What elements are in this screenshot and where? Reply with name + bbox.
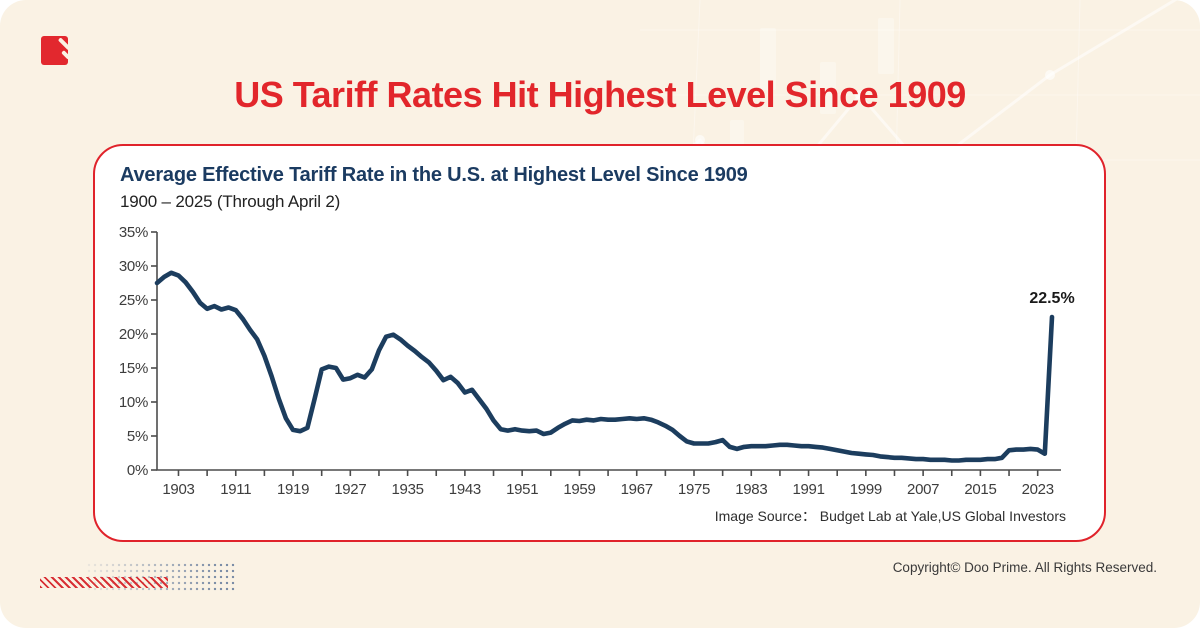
page-title: US Tariff Rates Hit Highest Level Since …	[234, 74, 966, 115]
image-source: Image Source： Budget Lab at Yale,US Glob…	[715, 506, 1066, 526]
svg-text:1943: 1943	[449, 481, 481, 498]
svg-text:1911: 1911	[220, 481, 251, 498]
chart-title: Average Effective Tariff Rate in the U.S…	[120, 164, 748, 186]
svg-text:2007: 2007	[907, 481, 939, 498]
svg-text:35%: 35%	[119, 224, 148, 241]
svg-text:2015: 2015	[964, 481, 996, 498]
svg-text:1999: 1999	[850, 481, 882, 498]
svg-text:1991: 1991	[792, 481, 824, 498]
svg-text:5%: 5%	[127, 428, 148, 445]
svg-text:1975: 1975	[678, 481, 710, 498]
svg-text:1935: 1935	[392, 481, 424, 498]
image-source-label: Image Source：	[714, 508, 816, 524]
chart-subtitle: 1900 – 2025 (Through April 2)	[120, 192, 341, 211]
svg-text:25%: 25%	[119, 292, 148, 309]
spike-value-label: 22.5%	[1029, 290, 1074, 307]
logo-slash-decor	[57, 37, 72, 51]
svg-text:1951: 1951	[506, 481, 538, 498]
svg-text:1927: 1927	[334, 481, 366, 498]
svg-text:2023: 2023	[1022, 481, 1054, 498]
svg-text:15%: 15%	[119, 360, 148, 377]
logo-slash-decor	[61, 50, 71, 60]
svg-text:1903: 1903	[162, 481, 194, 498]
red-stripes-decor	[40, 577, 168, 588]
svg-text:20%: 20%	[119, 326, 148, 343]
copyright: Copyright© Doo Prime. All Rights Reserve…	[892, 560, 1157, 575]
svg-text:1967: 1967	[621, 481, 653, 498]
svg-text:30%: 30%	[119, 258, 148, 275]
chart-card: Average Effective Tariff Rate in the U.S…	[93, 144, 1106, 542]
svg-text:0%: 0%	[127, 462, 148, 479]
svg-text:1919: 1919	[277, 481, 309, 498]
tariff-line-chart: 0% 5% 10% 15% 20% 25% 30% 35% 1903 1911 1919 1927 19…	[119, 224, 1075, 498]
doo-prime-logo-icon	[41, 36, 72, 65]
svg-text:1959: 1959	[563, 481, 595, 498]
svg-text:10%: 10%	[119, 394, 148, 411]
svg-text:1983: 1983	[735, 481, 767, 498]
image-source-value: Budget Lab at Yale,US Global Investors	[815, 508, 1066, 524]
